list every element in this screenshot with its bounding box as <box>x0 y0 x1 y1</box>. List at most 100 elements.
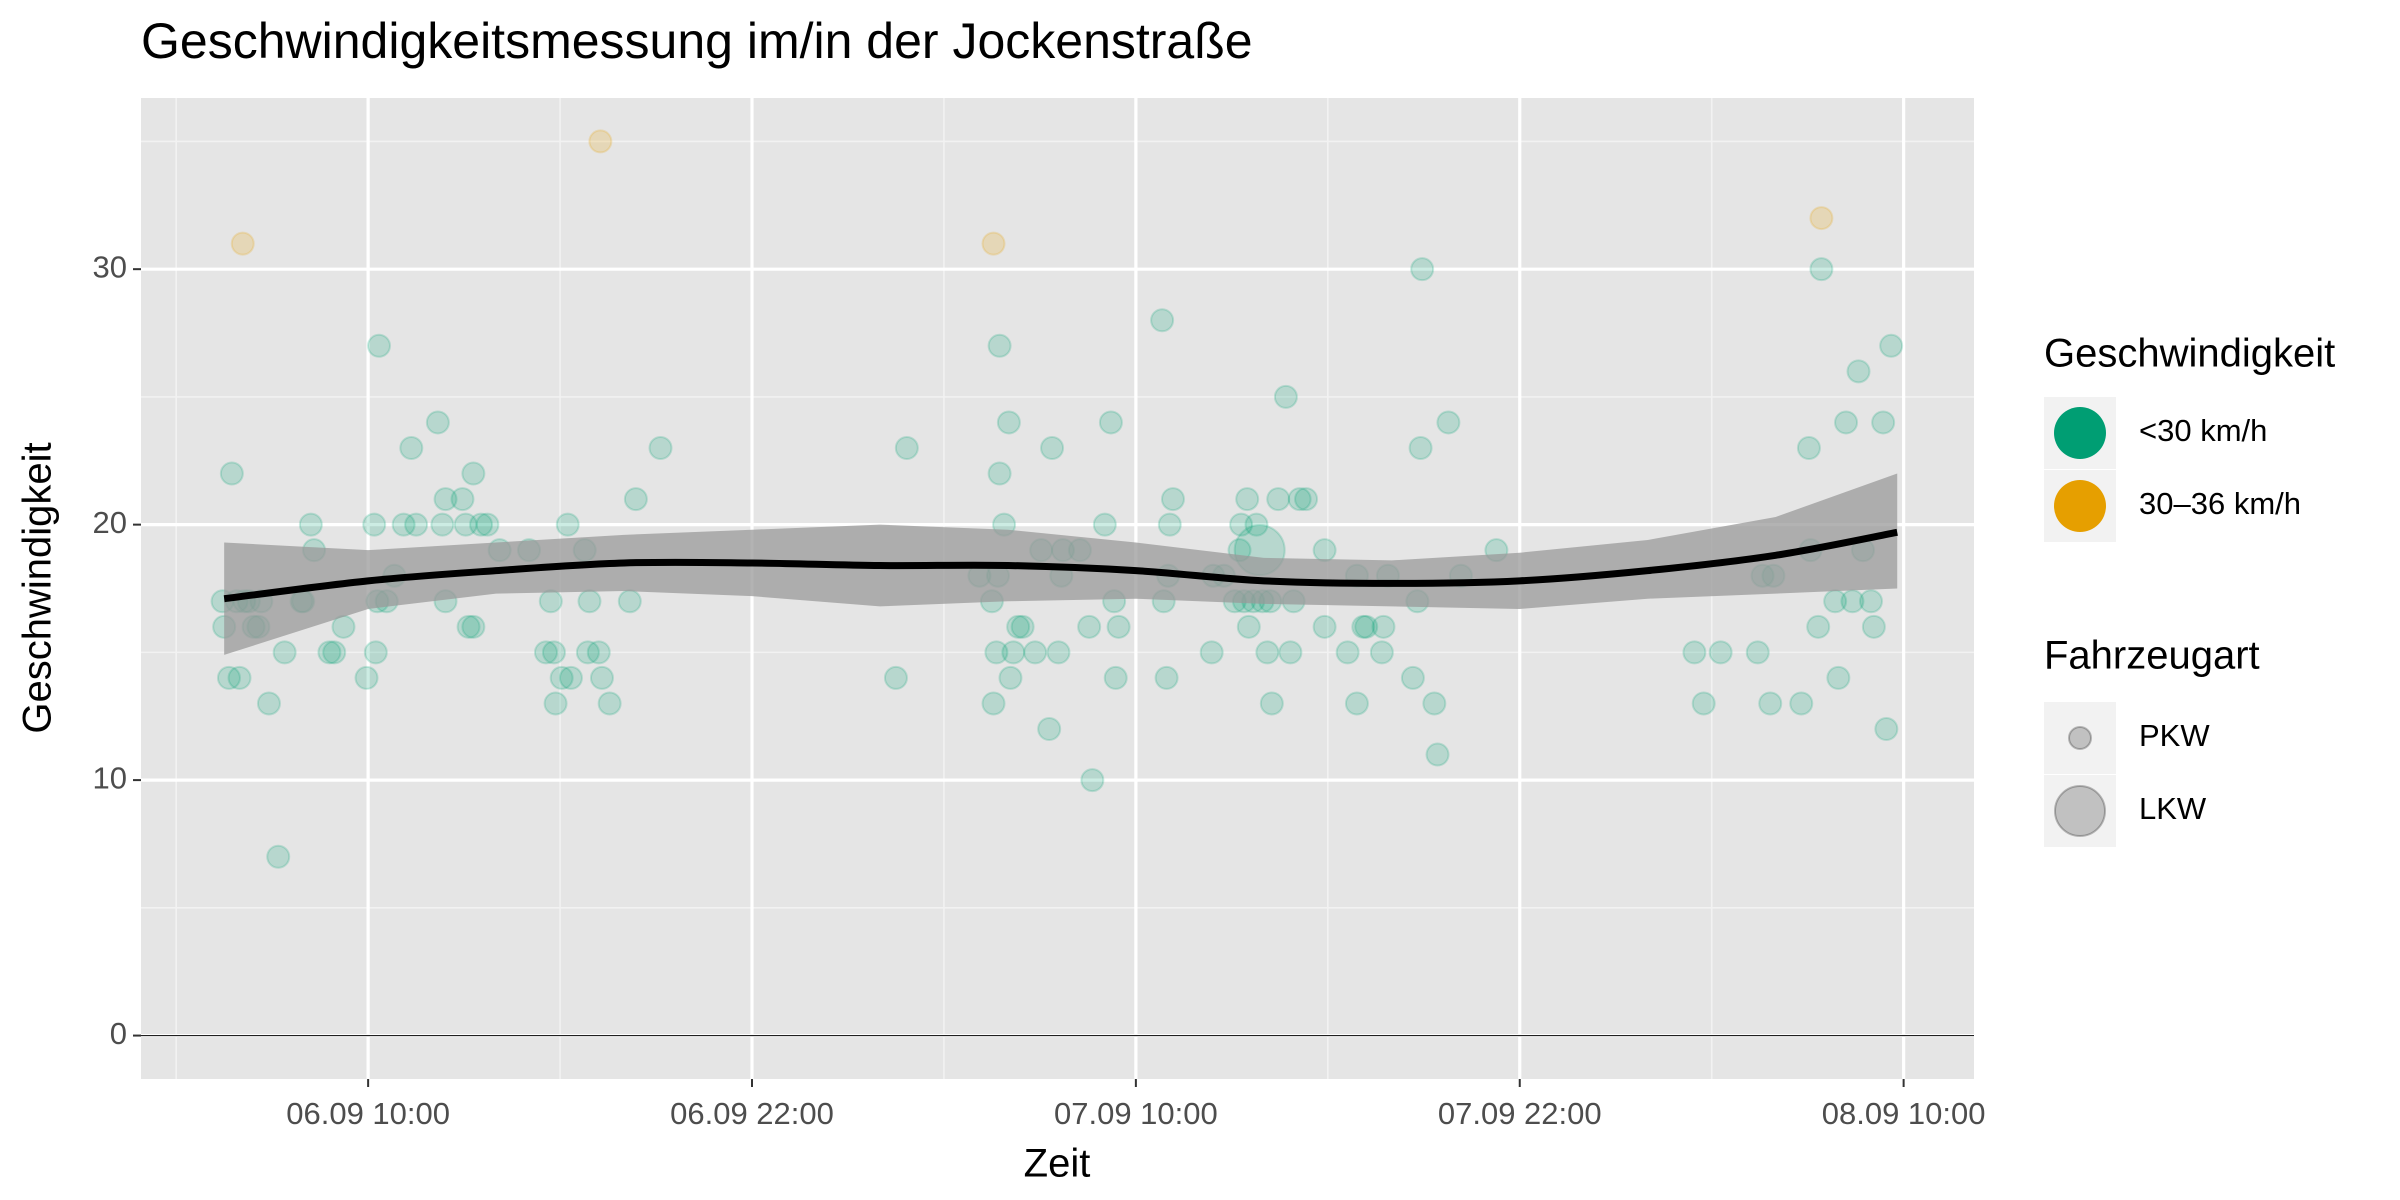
point <box>1092 512 1117 537</box>
x-tick-label: 06.09 22:00 <box>670 1096 834 1131</box>
point <box>1077 614 1102 639</box>
legend-swatch <box>2054 407 2106 459</box>
point <box>1150 308 1175 333</box>
point <box>1879 333 1904 358</box>
point <box>1422 691 1447 716</box>
y-tick-label: 20 <box>93 505 127 540</box>
point <box>1758 691 1783 716</box>
legend-label: LKW <box>2139 791 2207 826</box>
point <box>1236 614 1261 639</box>
point <box>1789 691 1814 716</box>
point <box>1001 640 1026 665</box>
point <box>469 512 494 537</box>
point <box>1436 410 1461 435</box>
point <box>1103 665 1128 690</box>
point <box>1006 614 1031 639</box>
point <box>1351 614 1376 639</box>
point <box>298 512 323 537</box>
chart-title: Geschwindigkeitsmessung im/in der Jocken… <box>141 13 1253 69</box>
point <box>998 665 1023 690</box>
point <box>367 333 392 358</box>
point <box>589 665 614 690</box>
point <box>404 512 429 537</box>
point <box>623 487 648 512</box>
point <box>219 461 244 486</box>
legend-key <box>2044 775 2116 847</box>
point <box>230 231 255 256</box>
point <box>1809 206 1834 231</box>
point <box>430 512 455 537</box>
point <box>1154 665 1179 690</box>
point <box>1871 410 1896 435</box>
point <box>541 640 566 665</box>
marks <box>210 129 1904 869</box>
point <box>1861 614 1886 639</box>
point <box>1806 614 1831 639</box>
point <box>1335 640 1360 665</box>
point <box>216 665 241 690</box>
point <box>555 512 580 537</box>
y-tick-label: 0 <box>110 1016 127 1051</box>
point <box>1229 512 1254 537</box>
y-tick-label: 10 <box>93 760 127 795</box>
point <box>461 614 486 639</box>
point <box>1266 487 1291 512</box>
point <box>1312 614 1337 639</box>
point <box>1023 640 1048 665</box>
point <box>433 487 458 512</box>
point <box>1312 538 1337 563</box>
legend: Geschwindigkeit <30 km/h 30–36 km/h Fahrzeu… <box>2044 332 2335 847</box>
point <box>1369 640 1394 665</box>
point <box>1874 717 1899 742</box>
legend-label: <30 km/h <box>2139 413 2267 448</box>
point <box>1410 257 1435 282</box>
point <box>996 410 1021 435</box>
point <box>1259 691 1284 716</box>
point <box>272 640 297 665</box>
point <box>981 691 1006 716</box>
point <box>543 691 568 716</box>
point <box>453 512 478 537</box>
point <box>1834 410 1859 435</box>
legend-title: Geschwindigkeit <box>2044 332 2335 376</box>
point <box>1796 435 1821 460</box>
point <box>1235 487 1260 512</box>
point <box>1691 691 1716 716</box>
legend-swatch <box>2054 480 2106 532</box>
point <box>1037 717 1062 742</box>
point <box>256 691 281 716</box>
point <box>981 231 1006 256</box>
point <box>1010 614 1035 639</box>
legend-key <box>2044 702 2116 774</box>
y-tick-label: 30 <box>93 249 127 284</box>
point <box>1400 665 1425 690</box>
x-tick-label: 07.09 22:00 <box>1438 1096 1602 1131</box>
point <box>617 589 642 614</box>
point <box>266 844 291 869</box>
point <box>1160 487 1185 512</box>
point <box>1278 640 1303 665</box>
point <box>588 129 613 154</box>
point <box>549 665 574 690</box>
point <box>322 640 347 665</box>
point <box>1098 410 1123 435</box>
point <box>399 435 424 460</box>
point <box>425 410 450 435</box>
point <box>577 589 602 614</box>
x-axis-title: Zeit <box>1024 1142 1091 1186</box>
point <box>648 435 673 460</box>
legend-label: PKW <box>2139 718 2210 753</box>
point <box>1682 640 1707 665</box>
x-tick-label: 07.09 10:00 <box>1054 1096 1218 1131</box>
point <box>1708 640 1733 665</box>
point <box>1199 640 1224 665</box>
point <box>391 512 416 537</box>
point <box>1040 435 1065 460</box>
point <box>984 640 1009 665</box>
point <box>1371 614 1396 639</box>
point <box>1046 640 1071 665</box>
point <box>317 640 342 665</box>
point <box>1244 512 1269 537</box>
